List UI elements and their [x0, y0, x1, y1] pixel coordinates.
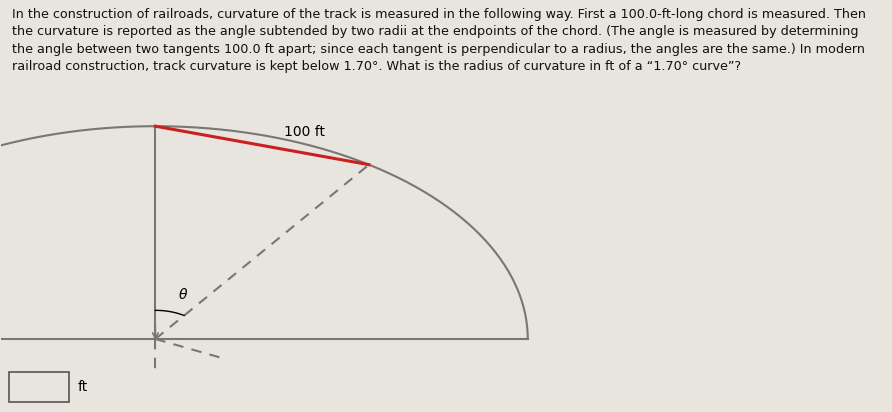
Text: θ: θ — [178, 288, 186, 302]
Text: 100 ft: 100 ft — [284, 125, 325, 139]
Text: In the construction of railroads, curvature of the track is measured in the foll: In the construction of railroads, curvat… — [12, 7, 866, 73]
Bar — [9, 372, 70, 403]
Text: ft: ft — [78, 380, 88, 394]
